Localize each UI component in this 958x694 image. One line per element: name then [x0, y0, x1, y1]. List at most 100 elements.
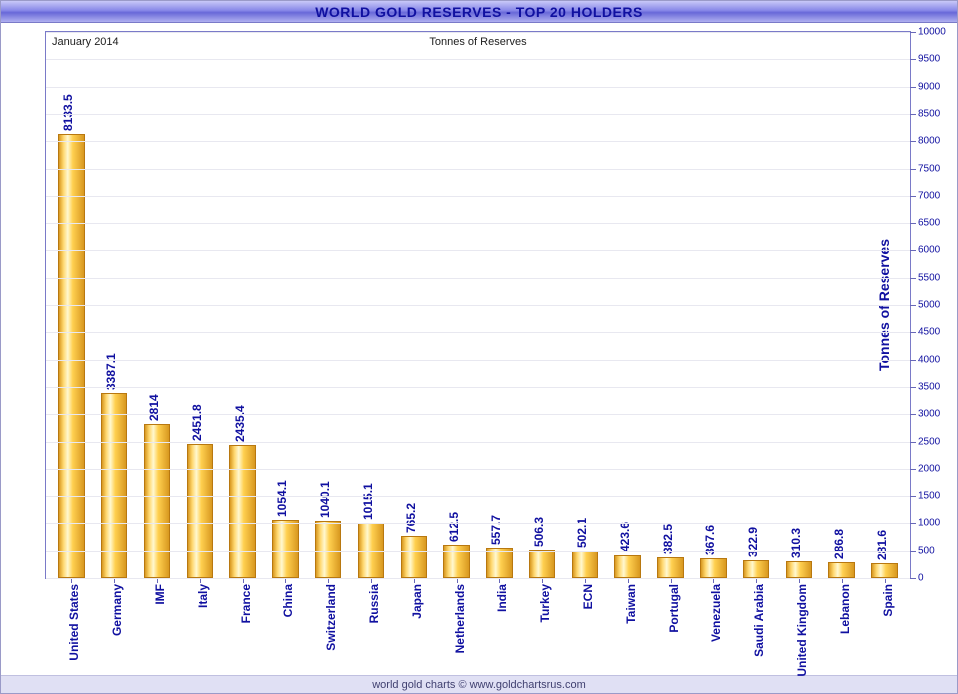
gridline [46, 141, 910, 142]
plot-box: January 2014 Tonnes of Reserves Tonnes o… [45, 31, 911, 579]
category-label: Taiwan [624, 584, 638, 624]
y-tick [910, 223, 916, 224]
y-tick [910, 360, 916, 361]
y-tick [910, 523, 916, 524]
category-label: Japan [410, 584, 424, 619]
category-label: Portugal [667, 584, 681, 633]
bar: 1054.1 [272, 520, 299, 578]
gridline [46, 114, 910, 115]
y-tick-label: 9500 [918, 54, 940, 65]
y-tick [910, 278, 916, 279]
y-tick-label: 8000 [918, 136, 940, 147]
y-tick [910, 387, 916, 388]
gridline [46, 87, 910, 88]
gridline [46, 332, 910, 333]
category-label: Saudi Arabia [752, 584, 766, 657]
bar-value-label: 502.1 [575, 518, 589, 548]
gridline [46, 551, 910, 552]
bar: 2451.8 [187, 444, 214, 578]
y-tick [910, 250, 916, 251]
gridline [46, 414, 910, 415]
bar-value-label: 1054.1 [275, 481, 289, 518]
bar: 310.3 [786, 561, 813, 578]
y-tick [910, 114, 916, 115]
gridline [46, 169, 910, 170]
y-tick-label: 2000 [918, 463, 940, 474]
category-label: United Kingdom [795, 584, 809, 677]
y-tick [910, 332, 916, 333]
bar: 367.6 [700, 558, 727, 578]
y-tick [910, 414, 916, 415]
bar: 286.8 [828, 562, 855, 578]
y-tick-label: 1500 [918, 491, 940, 502]
category-label: Netherlands [453, 584, 467, 653]
y-tick-label: 5000 [918, 300, 940, 311]
gridline [46, 59, 910, 60]
gridline [46, 305, 910, 306]
category-label: Venezuela [709, 584, 723, 642]
bar: 1040.1 [315, 521, 342, 578]
bar: 557.7 [486, 548, 513, 578]
y-tick-label: 10000 [918, 27, 946, 38]
gridline [46, 360, 910, 361]
bar-value-label: 1015.1 [361, 483, 375, 520]
y-tick [910, 32, 916, 33]
gridline [46, 523, 910, 524]
y-tick [910, 469, 916, 470]
bar: 281.6 [871, 563, 898, 578]
bar-value-label: 423.6 [618, 522, 632, 552]
category-label: Germany [110, 584, 124, 636]
bar-value-label: 2814 [147, 395, 161, 422]
bar: 382.5 [657, 557, 684, 578]
title-bar: WORLD GOLD RESERVES - TOP 20 HOLDERS [1, 1, 957, 23]
gridline [46, 442, 910, 443]
bar: 2814 [144, 424, 171, 578]
category-label: Turkey [538, 584, 552, 622]
bar-value-label: 281.6 [875, 530, 889, 560]
y-tick-label: 4000 [918, 354, 940, 365]
y-tick [910, 169, 916, 170]
bar: 506.3 [529, 550, 556, 578]
y-tick-label: 0 [918, 573, 924, 584]
y-tick-label: 6500 [918, 218, 940, 229]
category-label: IMF [153, 584, 167, 605]
bar-value-label: 322.9 [746, 527, 760, 557]
y-tick-label: 5500 [918, 272, 940, 283]
category-label: Spain [881, 584, 895, 617]
bar-value-label: 612.5 [447, 512, 461, 542]
category-label: ECN [581, 584, 595, 609]
bar-value-label: 2451.8 [190, 404, 204, 441]
gridline [46, 578, 910, 579]
y-tick [910, 551, 916, 552]
gridline [46, 32, 910, 33]
y-tick-label: 9000 [918, 81, 940, 92]
bar-value-label: 8133.5 [61, 94, 75, 131]
bar: 765.2 [401, 536, 428, 578]
y-tick [910, 578, 916, 579]
bar: 612.5 [443, 545, 470, 578]
y-tick [910, 87, 916, 88]
bar-value-label: 286.8 [832, 529, 846, 559]
y-tick [910, 196, 916, 197]
category-label: United States [67, 584, 81, 661]
category-label: Russia [367, 584, 381, 623]
bar: 423.6 [614, 555, 641, 578]
bar: 8133.5 [58, 134, 85, 578]
y-tick [910, 442, 916, 443]
y-tick-label: 8500 [918, 108, 940, 119]
chart-area: January 2014 Tonnes of Reserves Tonnes o… [1, 23, 957, 675]
bar: 322.9 [743, 560, 770, 578]
gridline [46, 250, 910, 251]
y-tick-label: 3500 [918, 381, 940, 392]
y-tick-label: 3000 [918, 409, 940, 420]
bar: 502.1 [572, 551, 599, 578]
bar-value-label: 1040.1 [318, 482, 332, 519]
bar: 2435.4 [229, 445, 256, 578]
bar-value-label: 382.5 [661, 524, 675, 554]
y-tick-label: 6000 [918, 245, 940, 256]
y-tick [910, 141, 916, 142]
chart-frame: WORLD GOLD RESERVES - TOP 20 HOLDERS Jan… [0, 0, 958, 694]
y-tick-label: 4500 [918, 327, 940, 338]
bar-value-label: 2435.4 [233, 405, 247, 442]
category-label: Lebanon [838, 584, 852, 634]
